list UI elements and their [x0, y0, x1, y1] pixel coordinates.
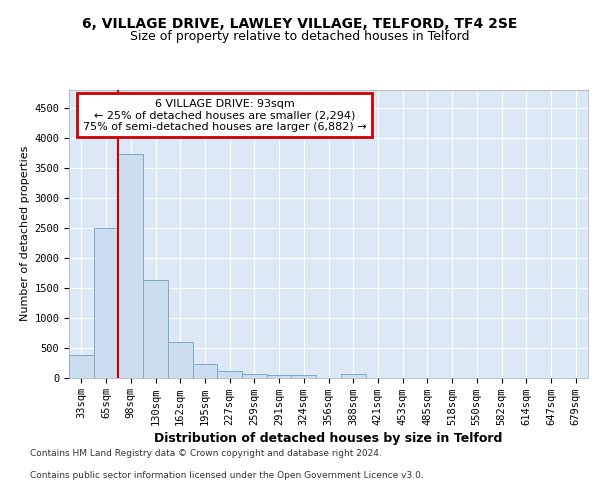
Text: 6 VILLAGE DRIVE: 93sqm
← 25% of detached houses are smaller (2,294)
75% of semi-: 6 VILLAGE DRIVE: 93sqm ← 25% of detached…	[83, 98, 367, 132]
Bar	[267, 375, 292, 378]
Bar	[94, 228, 118, 378]
Text: 6, VILLAGE DRIVE, LAWLEY VILLAGE, TELFORD, TF4 2SE: 6, VILLAGE DRIVE, LAWLEY VILLAGE, TELFOR…	[82, 18, 518, 32]
Text: Contains HM Land Registry data © Crown copyright and database right 2024.: Contains HM Land Registry data © Crown c…	[30, 448, 382, 458]
Bar	[143, 280, 168, 378]
Bar	[341, 374, 365, 378]
Bar	[292, 376, 316, 378]
Bar	[69, 356, 94, 378]
Bar	[168, 342, 193, 378]
Text: Size of property relative to detached houses in Telford: Size of property relative to detached ho…	[130, 30, 470, 43]
Bar	[242, 374, 267, 378]
Bar	[217, 371, 242, 378]
Text: Contains public sector information licensed under the Open Government Licence v3: Contains public sector information licen…	[30, 471, 424, 480]
X-axis label: Distribution of detached houses by size in Telford: Distribution of detached houses by size …	[154, 432, 503, 444]
Y-axis label: Number of detached properties: Number of detached properties	[20, 146, 30, 322]
Bar	[193, 364, 217, 378]
Bar	[118, 154, 143, 378]
